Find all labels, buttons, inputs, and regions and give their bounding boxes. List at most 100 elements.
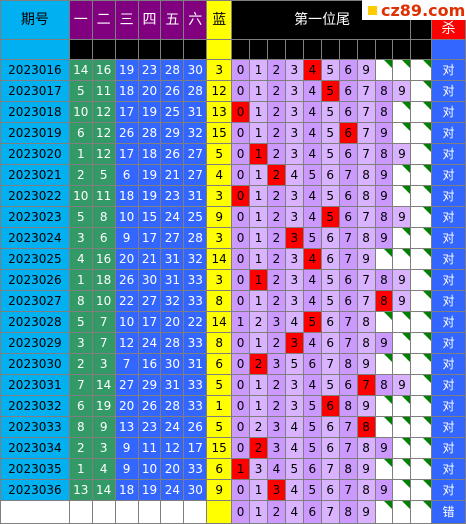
subheader-cell (392, 39, 412, 60)
tail-digit-cell: 2 (249, 353, 268, 375)
tail-digit-cell: 3 (266, 353, 286, 375)
result-cell: 对 (431, 143, 466, 165)
tail-empty-cell (392, 185, 412, 207)
tail-digit-cell: 6 (320, 227, 340, 249)
red-ball-cell: 33 (183, 374, 208, 396)
blue-ball-cell: 6 (206, 353, 233, 375)
tail-digit-cell: 2 (266, 206, 286, 228)
result-cell: 对 (431, 122, 466, 144)
spare-cell (410, 269, 433, 291)
red-ball-cell: 14 (91, 374, 116, 396)
spare-cell (410, 437, 433, 459)
red-ball-cell: 9 (114, 458, 139, 480)
tail-digit-cell: 3 (284, 227, 304, 249)
tail-digit-cell: 9 (356, 458, 376, 480)
tail-digit-cell: 5 (302, 416, 322, 438)
red-ball-cell: 17 (114, 101, 139, 123)
result-cell: 对 (431, 227, 466, 249)
tail-digit-cell: 6 (302, 353, 322, 375)
tail-digit-cell: 0 (231, 416, 251, 438)
tail-digit-cell: 6 (338, 59, 358, 81)
subheader-cell (356, 39, 376, 60)
tail-digit-cell: 9 (374, 437, 394, 459)
result-cell: 对 (431, 395, 466, 417)
tail-digit-cell: 8 (374, 269, 394, 291)
tail-digit-cell: 0 (231, 353, 251, 375)
tail-digit-cell: 0 (231, 206, 251, 228)
red-ball-cell: 30 (183, 59, 208, 81)
red-ball-cell: 12 (91, 143, 116, 165)
tail-digit-cell: 0 (231, 269, 251, 291)
red-ball-cell: 12 (91, 122, 116, 144)
tail-digit-cell: 9 (392, 80, 412, 102)
red-ball-cell: 4 (68, 248, 93, 270)
tail-digit-cell: 8 (356, 479, 376, 501)
draw-row: 2023034 2 3 9 11 12 17 15 0 2 3 4 5 6 7 8 9 对 (0, 437, 466, 459)
blue-ball-cell: 8 (206, 290, 233, 312)
site-logo: cz89.com (362, 0, 466, 20)
subheader-cell (374, 39, 394, 60)
tail-digit-cell: 6 (320, 332, 340, 354)
red-ball-cell: 26 (160, 143, 185, 165)
blue-ball-cell: 3 (206, 269, 233, 291)
blue-ball-cell: 12 (206, 80, 233, 102)
spare-cell (410, 290, 433, 312)
period-cell: 2023027 (0, 290, 70, 312)
red-ball-cell: 20 (160, 311, 185, 333)
subheader-cell (68, 39, 93, 60)
tail-digit-cell: 6 (338, 374, 358, 396)
tail-digit-cell: 4 (284, 164, 304, 186)
result-cell: 对 (431, 458, 466, 480)
tail-digit-cell: 1 (249, 101, 268, 123)
tail-digit-cell: 4 (302, 248, 322, 270)
spare-cell (410, 353, 433, 375)
tail-digit-cell: 8 (374, 206, 394, 228)
tail-digit-cell: 5 (320, 101, 340, 123)
subheader-cell (338, 39, 358, 60)
result-cell: 对 (431, 59, 466, 81)
blue-ball-cell: 5 (206, 374, 233, 396)
red-ball-cell: 19 (114, 59, 139, 81)
draw-row: 2023030 2 3 7 16 30 31 6 0 2 3 5 6 7 8 9 对 (0, 353, 466, 375)
tail-digit-cell: 1 (249, 80, 268, 102)
red-ball-cell: 8 (68, 416, 93, 438)
tail-digit-cell: 0 (231, 290, 251, 312)
tail-digit-cell: 7 (356, 269, 376, 291)
tail-digit-cell: 1 (249, 332, 268, 354)
tail-digit-cell: 1 (231, 311, 251, 333)
tail-digit-cell: 0 (231, 374, 251, 396)
subheader-cell (249, 39, 268, 60)
tail-digit-cell: 2 (249, 437, 268, 459)
red-ball-cell: 2 (68, 164, 93, 186)
blue-ball-cell: 8 (206, 332, 233, 354)
red-ball-cell: 23 (137, 59, 162, 81)
tail-digit-cell: 6 (338, 269, 358, 291)
tail-digit-cell: 1 (231, 458, 251, 480)
red-ball-cell: 21 (160, 164, 185, 186)
red-ball-cell: 8 (91, 206, 116, 228)
tail-digit-cell: 5 (320, 185, 340, 207)
tail-empty-cell (374, 395, 394, 417)
red-ball-cell: 3 (68, 227, 93, 249)
red-ball-cell: 28 (137, 122, 162, 144)
red-ball-header: 三 (114, 0, 139, 40)
red-ball-cell: 22 (183, 311, 208, 333)
red-ball-cell: 18 (137, 143, 162, 165)
tail-digit-cell: 7 (320, 500, 340, 524)
red-ball-cell: 14 (68, 59, 93, 81)
draw-row: 2023033 8 9 13 23 24 26 5 0 2 3 4 5 6 7 8 对 (0, 416, 466, 438)
tail-digit-cell: 9 (392, 374, 412, 396)
result-cell: 对 (431, 185, 466, 207)
tail-digit-cell: 2 (266, 185, 286, 207)
tail-empty-cell (392, 479, 412, 501)
red-ball-cell: 17 (137, 311, 162, 333)
red-ball-cell: 16 (91, 59, 116, 81)
red-ball-cell: 28 (160, 332, 185, 354)
blue-ball-cell: 15 (206, 437, 233, 459)
subheader-kill (431, 39, 466, 60)
tail-digit-cell: 4 (302, 185, 322, 207)
tail-digit-cell: 6 (302, 500, 322, 524)
red-ball-cell: 12 (91, 101, 116, 123)
subheader-row (0, 39, 466, 60)
tail-digit-cell: 8 (356, 164, 376, 186)
